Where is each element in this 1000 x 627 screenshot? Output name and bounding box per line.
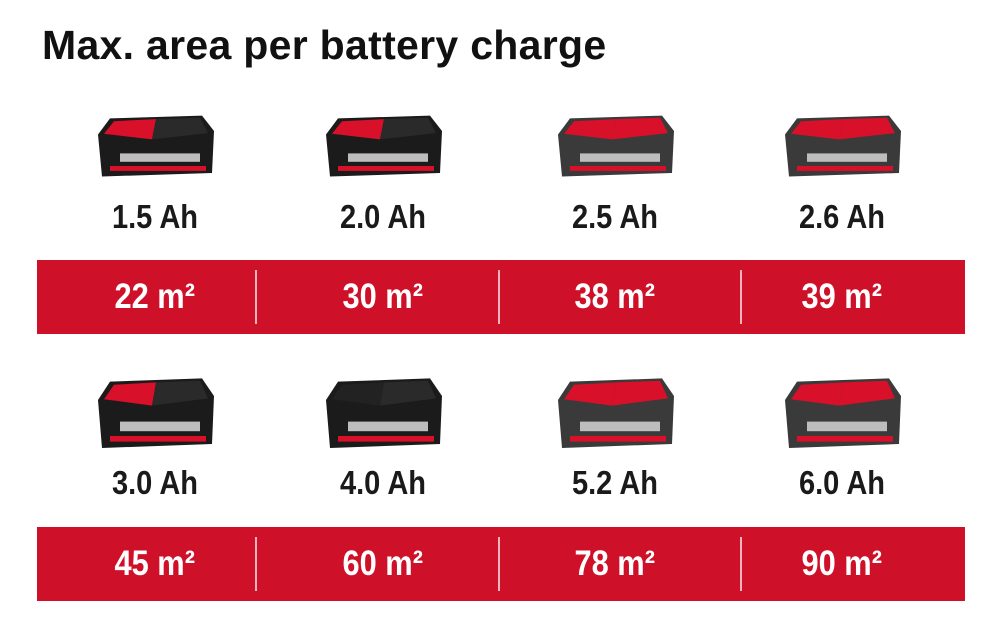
area-band: 22 m² 30 m² 38 m² 39 m² — [37, 260, 965, 334]
capacity-cell: 2.6 Ah — [727, 198, 957, 236]
area-value: 90 m² — [726, 527, 958, 601]
battery-capacity: 3.0 Ah — [111, 464, 199, 501]
area-text: 38 m² — [574, 277, 656, 316]
area-text: 30 m² — [342, 277, 424, 316]
area-text: 22 m² — [114, 277, 196, 316]
area-text: 60 m² — [342, 544, 424, 583]
battery-capacity: 2.0 Ah — [339, 198, 427, 235]
area-value: 39 m² — [726, 260, 958, 334]
battery-pack-icon — [500, 372, 730, 457]
capacity-cell: 1.5 Ah — [40, 198, 270, 236]
area-text: 78 m² — [574, 544, 656, 583]
divider — [498, 537, 500, 591]
divider — [255, 537, 257, 591]
battery-capacity: 6.0 Ah — [798, 464, 886, 501]
capacity-cell: 3.0 Ah — [40, 464, 270, 502]
area-value: 60 m² — [267, 527, 499, 601]
capacity-cell: 6.0 Ah — [727, 464, 957, 502]
area-text: 45 m² — [114, 544, 196, 583]
capacity-cell: 5.2 Ah — [500, 464, 730, 502]
area-band: 45 m² 60 m² 78 m² 90 m² — [37, 527, 965, 601]
battery-pack-icon — [727, 110, 957, 185]
area-value: 22 m² — [39, 260, 271, 334]
battery-pack-icon — [268, 110, 498, 185]
battery-pack-icon — [727, 372, 957, 457]
battery-capacity: 5.2 Ah — [571, 464, 659, 501]
capacity-cell: 2.0 Ah — [268, 198, 498, 236]
divider — [740, 537, 742, 591]
capacity-cell: 4.0 Ah — [268, 464, 498, 502]
divider — [740, 270, 742, 324]
area-text: 39 m² — [801, 277, 883, 316]
area-text: 90 m² — [801, 544, 883, 583]
battery-capacity: 4.0 Ah — [339, 464, 427, 501]
divider — [255, 270, 257, 324]
battery-pack-icon — [268, 372, 498, 457]
battery-capacity: 2.5 Ah — [571, 198, 659, 235]
area-value: 30 m² — [267, 260, 499, 334]
divider — [498, 270, 500, 324]
battery-pack-icon — [40, 372, 270, 457]
battery-capacity: 2.6 Ah — [798, 198, 886, 235]
battery-pack-icon — [500, 110, 730, 185]
area-value: 78 m² — [499, 527, 731, 601]
area-value: 38 m² — [499, 260, 731, 334]
battery-capacity: 1.5 Ah — [111, 198, 199, 235]
battery-pack-icon — [40, 110, 270, 185]
area-value: 45 m² — [39, 527, 271, 601]
page-title: Max. area per battery charge — [42, 22, 607, 68]
capacity-cell: 2.5 Ah — [500, 198, 730, 236]
